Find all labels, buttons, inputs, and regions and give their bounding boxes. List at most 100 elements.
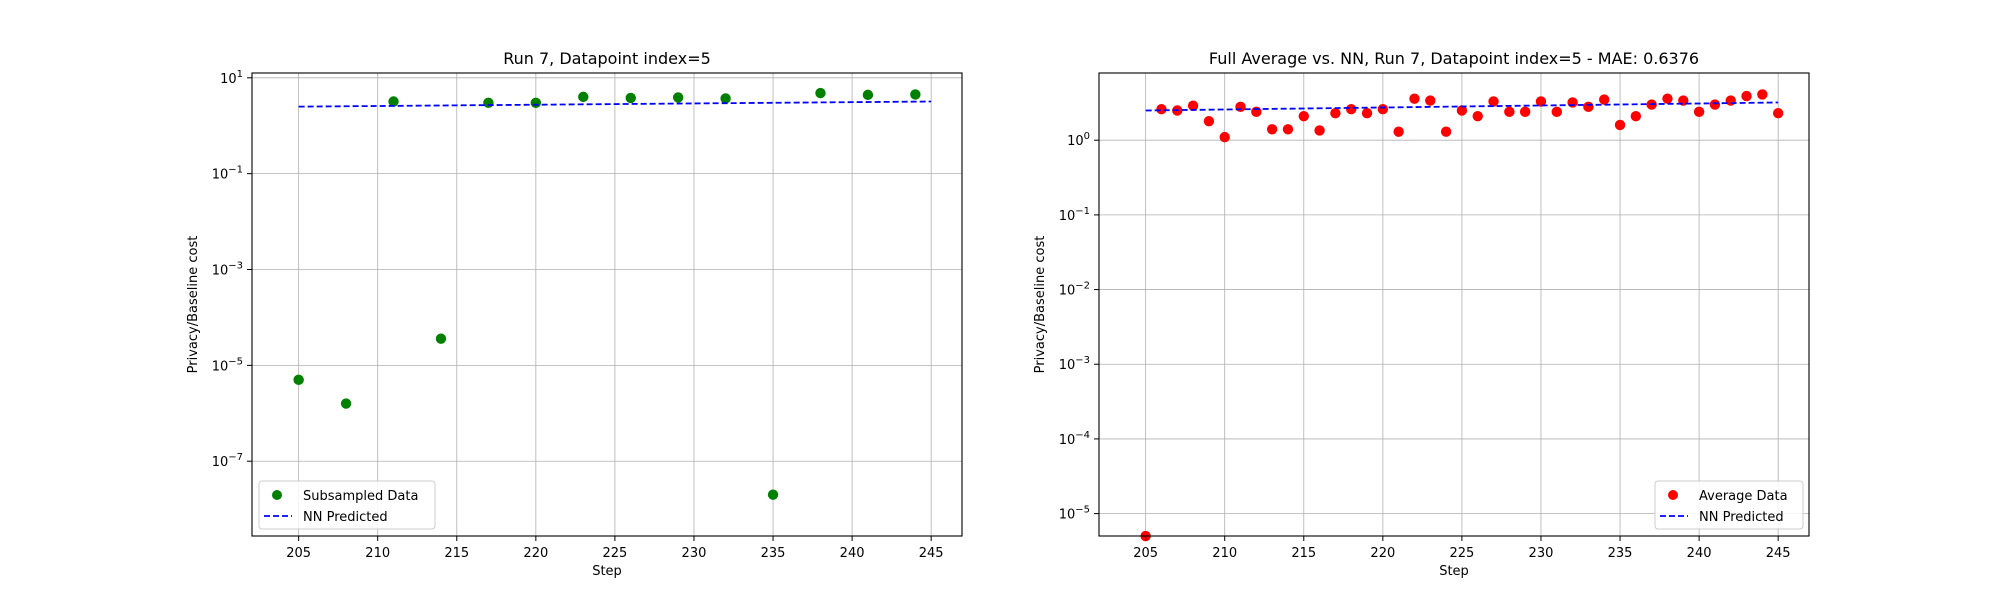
chart-right-x-tick-label: 235 — [1608, 546, 1633, 561]
chart-left-data-point — [578, 91, 589, 103]
chart-right-y-axis-label: Privacy/Baseline cost — [1033, 236, 1048, 374]
chart-left-data-point — [340, 398, 352, 409]
chart-left-data-point — [862, 89, 874, 101]
chart-right-data-point — [1599, 94, 1610, 105]
chart-right-data-point — [1693, 106, 1705, 118]
chart-left: Run 7, Datapoint index=5 205 210 215 220 225… — [186, 49, 963, 579]
chart-right-data-point — [1219, 131, 1230, 143]
chart-right-data-point — [1393, 126, 1404, 137]
chart-right-data-point — [1519, 106, 1531, 118]
chart-left-nn-predicted-line — [298, 100, 932, 108]
chart-right-data-point — [1377, 104, 1389, 115]
chart-right-data-point — [1330, 107, 1341, 119]
chart-left-y-tick-label: 10−1 — [212, 165, 243, 183]
chart-right-legend: Average Data NN Predicted — [1654, 480, 1804, 530]
chart-left-x-tick-label: 210 — [365, 546, 390, 561]
chart-right-legend-marker-scatter — [1668, 490, 1678, 500]
chart-right-data-point — [1298, 110, 1309, 122]
chart-left-legend: Subsampled Data NN Predicted — [258, 480, 436, 530]
chart-right-y-tick-label: 10−3 — [1059, 355, 1090, 373]
chart-left-x-tick-label: 205 — [286, 546, 311, 561]
chart-right-data-point — [1361, 107, 1373, 119]
chart-left-title: Run 7, Datapoint index=5 — [503, 49, 711, 68]
chart-right-data-point — [1630, 110, 1642, 122]
chart-left-data-point — [435, 333, 447, 344]
chart-left-data-point — [767, 489, 779, 500]
chart-right-legend-box — [1654, 480, 1804, 530]
chart-right-y-tick-label: 10−4 — [1059, 430, 1090, 448]
chart-right-data-point — [1409, 93, 1420, 104]
chart-right-data-point — [1346, 104, 1357, 115]
chart-right-x-tick-label: 220 — [1370, 546, 1395, 561]
chart-left-data-point — [293, 374, 304, 385]
chart-right-x-tick-label: 210 — [1212, 546, 1237, 561]
chart-right-y-tick-label: 10−5 — [1059, 505, 1090, 523]
chart-left-data-point — [625, 92, 636, 104]
chart-right-nn-predicted-line — [1145, 101, 1779, 112]
chart-right-data-point — [1757, 89, 1768, 100]
chart-right-data-point — [1567, 97, 1578, 108]
chart-left-x-tick-label: 230 — [682, 546, 707, 561]
chart-right: Full Average vs. NN, Run 7, Datapoint in… — [1033, 49, 1810, 579]
chart-right-data-point — [1504, 106, 1515, 118]
chart-right-data-point — [1156, 104, 1167, 115]
chart-left-data-point — [910, 89, 921, 100]
chart-right-data-point — [1282, 124, 1294, 135]
chart-left-y-tick-label: 10−3 — [212, 261, 243, 279]
chart-right-data-point — [1551, 106, 1562, 118]
chart-left-plot-frame — [251, 72, 963, 537]
chart-right-y-tick-label: 10−1 — [1059, 206, 1090, 224]
chart-left-legend-marker-scatter — [272, 490, 282, 500]
chart-left-data-point — [483, 97, 494, 109]
chart-left-legend-box — [258, 480, 436, 530]
chart-left-legend-label-line: NN Predicted — [303, 510, 388, 525]
chart-right-x-tick-label: 230 — [1529, 546, 1554, 561]
chart-left-legend-label-scatter: Subsampled Data — [303, 489, 418, 504]
chart-right-data-point — [1725, 95, 1736, 106]
chart-left-x-tick-label: 225 — [602, 546, 627, 561]
chart-right-data-point — [1456, 105, 1468, 116]
chart-right-x-tick-label: 205 — [1133, 546, 1158, 561]
chart-left-x-axis-label: Step — [592, 564, 622, 579]
chart-left-x-tick-label: 245 — [919, 546, 944, 561]
chart-right-x-tick-label: 215 — [1291, 546, 1316, 561]
chart-left-x-tick-label: 215 — [444, 546, 469, 561]
chart-left-data-point — [672, 92, 684, 103]
chart-left-y-axis-label: Privacy/Baseline cost — [186, 236, 201, 374]
chart-right-x-tick-label: 245 — [1766, 546, 1791, 561]
chart-right-x-axis-label: Step — [1439, 564, 1469, 579]
chart-right-data-point — [1535, 96, 1547, 107]
chart-left-x-tick-label: 235 — [761, 546, 786, 561]
chart-right-data-point — [1314, 125, 1325, 136]
chart-left-data-point — [530, 97, 542, 109]
chart-right-data-point — [1425, 95, 1436, 106]
chart-right-x-tick-label: 240 — [1687, 546, 1712, 561]
chart-left-x-tick-label: 240 — [840, 546, 865, 561]
chart-right-data-point — [1772, 107, 1784, 119]
chart-right-y-tick-label: 10−2 — [1059, 281, 1090, 299]
chart-right-y-tick-label: 100 — [1067, 131, 1090, 149]
chart-right-data-point — [1583, 101, 1594, 113]
chart-left-y-tick-label: 10−7 — [212, 452, 243, 470]
chart-right-title: Full Average vs. NN, Run 7, Datapoint in… — [1209, 49, 1699, 68]
chart-left-y-tick-label: 101 — [220, 69, 243, 87]
chart-right-data-point — [1662, 93, 1673, 104]
chart-right-data-point — [1251, 106, 1262, 118]
chart-right-data-point — [1472, 110, 1483, 122]
chart-right-data-point — [1488, 96, 1499, 107]
chart-right-data-point — [1709, 99, 1721, 110]
chart-right-data-point — [1187, 100, 1199, 111]
chart-right-data-point — [1203, 115, 1215, 127]
chart-right-legend-label-line: NN Predicted — [1699, 510, 1784, 525]
chart-right-x-tick-label: 225 — [1449, 546, 1474, 561]
chart-right-data-point — [1235, 101, 1246, 113]
chart-left-x-tick-label: 220 — [523, 546, 548, 561]
chart-left-data-point — [720, 93, 731, 104]
chart-right-data-point — [1614, 119, 1626, 131]
chart-right-legend-label-scatter: Average Data — [1699, 489, 1788, 504]
chart-right-plot-frame — [1098, 72, 1810, 537]
chart-left-data-point — [815, 87, 826, 99]
chart-left-data-point — [388, 96, 399, 107]
chart-right-data-point — [1741, 90, 1752, 102]
